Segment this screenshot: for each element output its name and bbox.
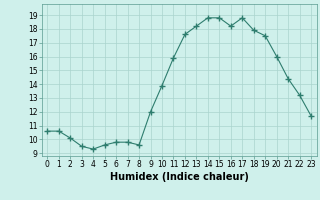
X-axis label: Humidex (Indice chaleur): Humidex (Indice chaleur) bbox=[110, 172, 249, 182]
